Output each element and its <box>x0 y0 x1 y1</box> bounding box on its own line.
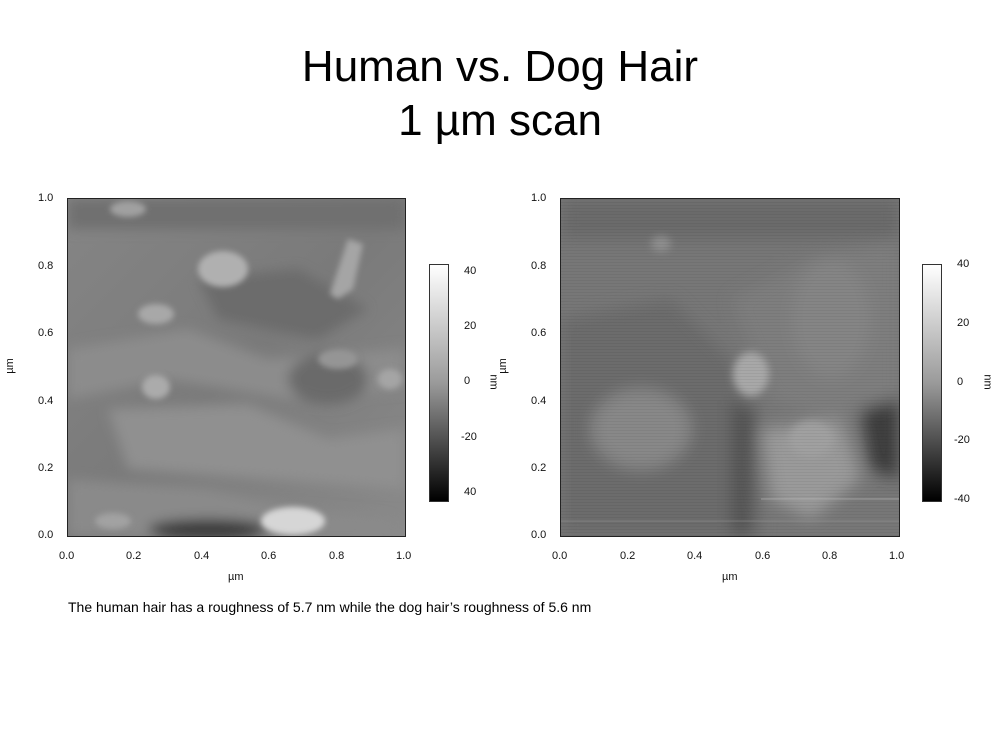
title-line-1: Human vs. Dog Hair <box>301 42 699 91</box>
human-x-tick: 0.6 <box>261 550 277 562</box>
dog-x-axis-label: µm <box>722 571 738 583</box>
human-y-tick: 0.2 <box>38 462 54 474</box>
human-colorbar-tick: 40 <box>464 265 477 277</box>
dog-colorbar-unit: nm <box>981 374 994 390</box>
human-x-tick: 0.0 <box>59 550 75 562</box>
dog-x-tick: 0.8 <box>822 550 838 562</box>
human-hair-afm-image <box>67 198 406 537</box>
dog-y-tick: 0.0 <box>531 529 547 541</box>
human-colorbar-tick: -20 <box>461 431 477 443</box>
human-y-tick: 0.0 <box>38 529 54 541</box>
human-y-tick: 0.6 <box>38 327 54 339</box>
dog-x-tick: 0.4 <box>687 550 703 562</box>
dog-colorbar-tick: -40 <box>954 493 970 505</box>
human-y-tick: 0.4 <box>38 395 54 407</box>
human-colorbar-tick: 40 <box>464 486 477 498</box>
human-y-axis-label: µm <box>3 358 16 374</box>
dog-y-tick: 1.0 <box>531 192 547 204</box>
roughness-caption: The human hair has a roughness of 5.7 nm… <box>68 599 592 615</box>
human-y-tick: 0.8 <box>38 260 54 272</box>
human-colorbar-tick: 0 <box>464 375 471 387</box>
human-x-axis-label: µm <box>228 571 244 583</box>
dog-colorbar <box>922 264 942 502</box>
human-colorbar-unit: nm <box>487 374 500 390</box>
dog-y-tick: 0.8 <box>531 260 547 272</box>
dog-x-tick: 0.0 <box>552 550 568 562</box>
human-x-tick: 1.0 <box>396 550 412 562</box>
human-x-tick: 0.8 <box>329 550 345 562</box>
dog-y-tick: 0.2 <box>531 462 547 474</box>
human-colorbar <box>429 264 449 502</box>
dog-hair-afm-image <box>560 198 900 537</box>
dog-y-tick: 0.4 <box>531 395 547 407</box>
dog-x-tick: 0.6 <box>755 550 771 562</box>
title-line-2: 1 µm scan <box>398 96 602 145</box>
dog-y-axis-label: µm <box>496 358 509 374</box>
dog-x-tick: 1.0 <box>889 550 905 562</box>
human-x-tick: 0.4 <box>194 550 210 562</box>
dog-colorbar-tick: 40 <box>957 258 970 270</box>
dog-colorbar-tick: 20 <box>957 317 970 329</box>
dog-colorbar-tick: -20 <box>954 434 970 446</box>
human-colorbar-tick: 20 <box>464 320 477 332</box>
human-y-tick: 1.0 <box>38 192 54 204</box>
human-x-tick: 0.2 <box>126 550 142 562</box>
dog-colorbar-tick: 0 <box>957 376 964 388</box>
dog-y-tick: 0.6 <box>531 327 547 339</box>
dog-x-tick: 0.2 <box>620 550 636 562</box>
